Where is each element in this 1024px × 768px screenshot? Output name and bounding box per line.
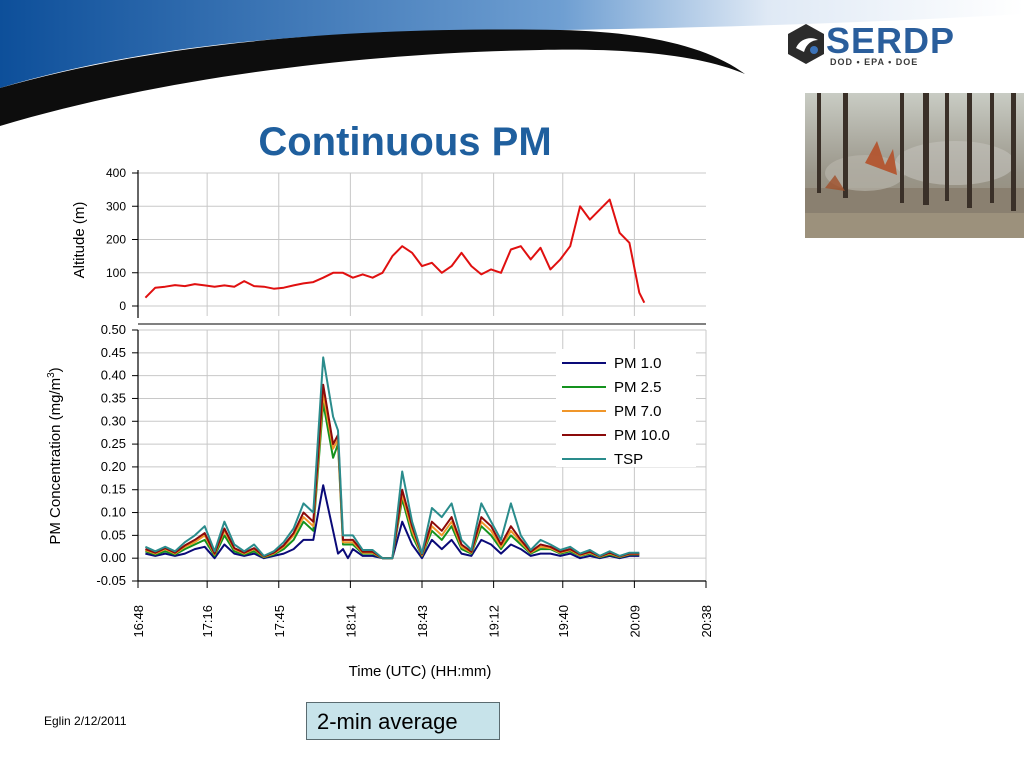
pm-chart: 0 100 200 300 400 -0.05 0.00 0.05 0.10 0.15 0.20 0… (46, 166, 714, 680)
legend-entry-label: PM 2.5 (614, 379, 662, 396)
pm-series-line-tsp (144, 356, 640, 560)
x-tick-label: 20:09 (627, 605, 642, 638)
x-tick-label: 17:16 (200, 605, 215, 638)
logo-subtitle: DOD • EPA • DOE (830, 57, 919, 67)
altitude-y-tick-label: 300 (106, 199, 126, 213)
legend-entry-label: PM 7.0 (614, 403, 662, 420)
altitude-axes: 0 100 200 300 400 (106, 166, 139, 318)
page-title: Continuous PM (258, 120, 552, 164)
legend-background (556, 349, 696, 467)
logo-emblem-icon (788, 24, 824, 64)
pm-y-tick-label: 0.05 (101, 527, 126, 542)
x-tick-label: 18:14 (343, 605, 358, 638)
x-tick-label: 20:38 (699, 605, 714, 638)
altitude-y-tick-label: 100 (106, 266, 126, 280)
header-banner (0, 0, 1024, 126)
forest-fire-photo (805, 93, 1024, 238)
altitude-series-line (144, 198, 646, 304)
x-tick-label: 19:40 (556, 605, 571, 638)
legend-entry-label: PM 1.0 (614, 355, 662, 372)
pm-y-tick-label: 0.20 (101, 459, 126, 474)
pm-y-tick-label: 0.25 (101, 436, 126, 451)
pm-y-tick-label: 0.35 (101, 390, 126, 405)
x-tick-label: 18:43 (415, 605, 430, 638)
serdp-logo: SERDP DOD • EPA • DOE (786, 20, 996, 72)
altitude-y-tick-label: 400 (106, 166, 126, 180)
pm-y-tick-label: 0.45 (101, 345, 126, 360)
legend-entry-label: PM 10.0 (614, 427, 670, 444)
x-tick-label: 17:45 (272, 605, 287, 638)
chart-legend: PM 1.0 PM 2.5 PM 7.0 PM 10.0 TSP (556, 349, 696, 468)
pm-axes: -0.05 0.00 0.05 0.10 0.15 0.20 0.25 0.30 0.35 0.4… (96, 322, 714, 638)
altitude-y-axis-label: Altitude (m) (71, 202, 88, 279)
pm-y-axis-label: PM Concentration (mg/m3) (46, 367, 64, 544)
altitude-lines (144, 198, 646, 304)
x-tick-label: 19:12 (487, 605, 502, 638)
altitude-y-tick-label: 200 (106, 233, 126, 247)
x-tick-label: 16:48 (131, 605, 146, 638)
pm-lines (144, 356, 640, 560)
pm-y-tick-label: -0.05 (96, 573, 126, 588)
legend-entry-label: TSP (614, 451, 643, 468)
altitude-y-tick-label: 0 (119, 299, 126, 313)
pm-y-tick-label: 0.40 (101, 368, 126, 383)
footer-text: Eglin 2/12/2011 (44, 714, 127, 728)
pm-y-tick-label: 0.15 (101, 482, 126, 497)
altitude-grid (138, 172, 706, 316)
pm-y-tick-label: 0.10 (101, 505, 126, 520)
x-axis-label: Time (UTC) (HH:mm) (349, 663, 492, 680)
pm-y-tick-label: 0.50 (101, 322, 126, 337)
pm-y-tick-label: 0.00 (101, 550, 126, 565)
averaging-note: 2-min average (306, 702, 500, 740)
pm-y-tick-label: 0.30 (101, 413, 126, 428)
logo-text: SERDP (826, 20, 956, 61)
